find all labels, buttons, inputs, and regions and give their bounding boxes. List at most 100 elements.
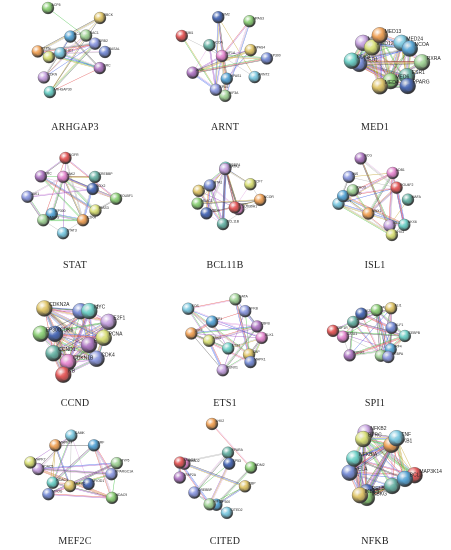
edge-bcl11b-35: [197, 199, 261, 204]
protein-node-arhgap3-cdkn: CDKN: [37, 71, 58, 84]
node-structure: [186, 307, 192, 313]
edge-isl1-53: [361, 157, 398, 188]
protein-node-bcl11b-ncor: NCOR: [254, 193, 274, 207]
protein-node-bcl11b-hdac1: HDAC1: [191, 197, 213, 210]
node-structure: [225, 511, 231, 517]
protein-node-spi1-tal1: TAL1: [370, 304, 388, 317]
node-structure: [195, 202, 202, 208]
node-label: RBBP4: [229, 163, 240, 167]
panel-caption-isl1: ISL1: [364, 260, 386, 271]
node-label: HDAC1: [201, 199, 213, 203]
edge-ets1-48: [212, 321, 258, 327]
edge-ccnd-96: [53, 322, 109, 354]
node-structure: [377, 84, 385, 92]
node-label: GCG: [364, 154, 372, 158]
node-label: NKX6: [408, 220, 417, 224]
node-label: ELK1: [265, 333, 273, 337]
edge-ets1-29: [221, 325, 257, 370]
node-label: SIM2: [222, 13, 230, 17]
node-structure: [389, 484, 397, 492]
edge-isl1-52: [348, 176, 397, 188]
edge-nfkb-122: [362, 439, 405, 480]
node-structure: [233, 205, 239, 212]
node-label: RELB: [372, 486, 386, 492]
node-structure: [41, 218, 47, 225]
node-sphere: [220, 506, 234, 520]
edge-ets1-4: [188, 308, 250, 355]
protein-node-arhgap3-ptpn: PTPN: [31, 45, 51, 58]
node-structure: [46, 6, 52, 12]
node-label: MED13: [385, 29, 402, 35]
node-sphere: [43, 85, 57, 99]
edge-spi1-40: [349, 335, 405, 356]
edge-mef2c-33: [37, 434, 71, 469]
edge-cited-22: [194, 453, 229, 494]
edge-isl1-54: [360, 158, 397, 188]
edge-nfkb-36: [361, 439, 392, 487]
node-sphere: [173, 456, 187, 469]
node-label: ARNT2: [258, 72, 269, 76]
edge-mef2c-9: [92, 445, 112, 499]
node-structure: [227, 462, 233, 468]
node-label: TP53: [233, 459, 241, 463]
edge-nfkb-38: [363, 438, 393, 486]
node-structure: [359, 312, 365, 318]
edge-mef2c-15: [54, 445, 70, 487]
edge-isl1-9: [343, 195, 405, 226]
protein-node-ets1-mapk1: MAPK1: [244, 355, 266, 369]
network-panel-bcl11b: SUV39H1SIRT1BCL11BMBD3HDAC1CHD4MTA1RBBP4…: [150, 138, 300, 274]
node-sphere: [219, 162, 232, 176]
edge-stat-16: [63, 176, 84, 221]
edge-ccnd-122: [44, 308, 104, 339]
edge-stat-2: [41, 175, 97, 211]
node-structure: [68, 35, 75, 41]
node-label: HDAC4: [56, 478, 68, 482]
protein-node-mef2c-myf5: MYF5: [110, 457, 130, 470]
node-structure: [189, 332, 195, 338]
protein-node-stat-sox2: SOX2: [86, 182, 105, 196]
node-structure: [225, 77, 231, 83]
node-structure: [243, 309, 249, 316]
edge-arnt-33: [181, 35, 223, 57]
node-sphere: [41, 1, 55, 15]
edge-arnt-30: [192, 57, 267, 73]
node-structure: [207, 43, 213, 50]
node-label: SIRT1: [238, 203, 248, 207]
node-structure: [386, 355, 392, 361]
edge-cited-28: [184, 463, 246, 487]
edge-cited-1: [211, 424, 251, 469]
node-sphere: [95, 329, 112, 346]
node-structure: [402, 476, 410, 485]
edge-arnt-20: [208, 45, 216, 90]
node-label: CREBBP: [198, 488, 213, 492]
edge-arnt-41: [221, 56, 267, 60]
edge-ets1-30: [222, 326, 258, 371]
node-structure: [68, 484, 74, 490]
edge-spi1-41: [349, 336, 406, 357]
edge-isl1-36: [367, 186, 397, 214]
node-sphere: [98, 45, 112, 59]
node-label: EPAS: [220, 85, 230, 89]
node-sphere: [398, 218, 411, 232]
node-structure: [180, 34, 186, 40]
node-sphere: [81, 302, 98, 320]
edge-arhgap3-6: [60, 52, 106, 54]
edge-stat-35: [27, 189, 93, 198]
node-sphere: [45, 207, 58, 221]
protein-node-arhgap3-rac1: RAC1: [79, 29, 99, 42]
node-label: IRF4: [394, 345, 401, 349]
node-structure: [347, 175, 353, 181]
edge-arhgap3-12: [49, 67, 100, 93]
node-label: TNF: [401, 432, 411, 438]
node-structure: [39, 174, 45, 181]
node-label: JAK1: [31, 192, 39, 196]
node-label: MYF5: [120, 458, 129, 462]
protein-node-ets1-cbfb: CBFB: [250, 320, 270, 333]
node-sphere: [244, 44, 257, 57]
protein-node-spi1-cebpa: CEBPA: [382, 350, 404, 364]
edge-cited-18: [210, 464, 231, 505]
panel-caption-med1: MED1: [360, 122, 390, 133]
edge-ets1-28: [222, 311, 246, 371]
node-structure: [419, 60, 427, 68]
edge-ets1-50: [212, 321, 262, 339]
